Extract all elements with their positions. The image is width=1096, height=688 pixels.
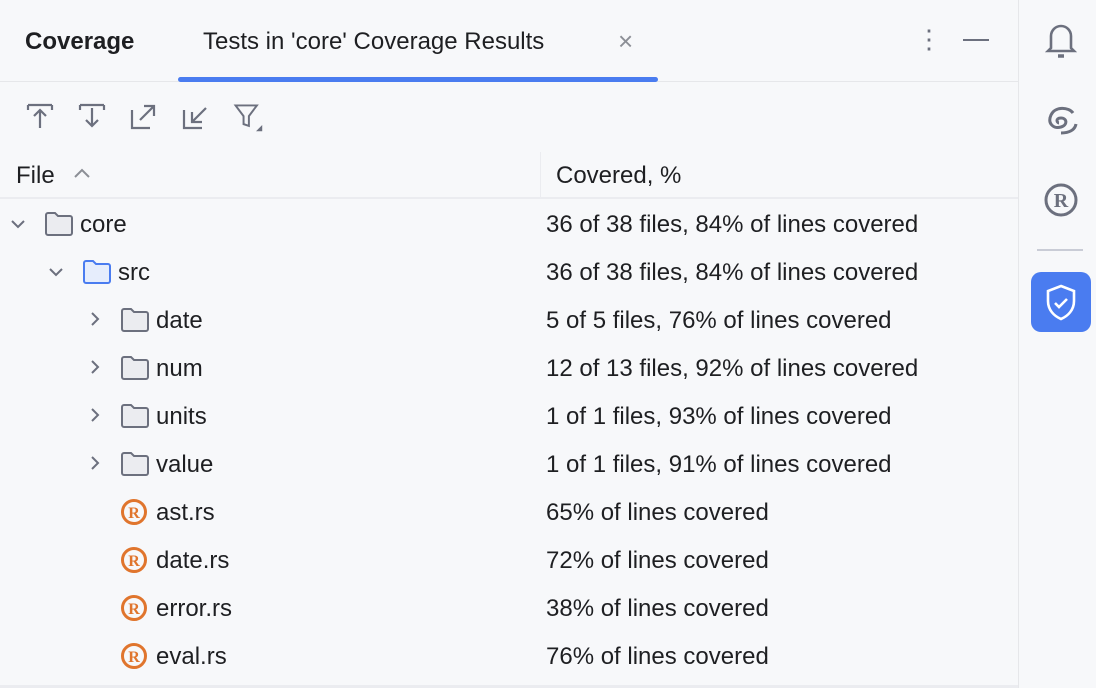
- chevron-down-icon[interactable]: [47, 262, 65, 280]
- sort-ascending-icon[interactable]: [72, 164, 92, 184]
- folder-icon: [121, 308, 149, 332]
- chevron-right-icon[interactable]: [85, 406, 103, 424]
- tree-row[interactable]: num 12 of 13 files, 92% of lines covered: [0, 344, 1018, 392]
- panel-title: Coverage: [25, 28, 135, 55]
- file-name: units: [156, 403, 207, 430]
- rust-icon[interactable]: R: [1031, 170, 1091, 230]
- file-name: date: [156, 307, 203, 334]
- coverage-value: 72% of lines covered: [546, 547, 769, 574]
- tab-underline: [178, 77, 658, 82]
- folder-icon: [121, 356, 149, 380]
- chevron-right-icon[interactable]: [85, 454, 103, 472]
- folder-icon: [83, 260, 111, 284]
- svg-text:R: R: [128, 601, 140, 618]
- tree-row[interactable]: date 5 of 5 files, 76% of lines covered: [0, 296, 1018, 344]
- tree-row[interactable]: value 1 of 1 files, 91% of lines covered: [0, 440, 1018, 488]
- svg-text:R: R: [128, 505, 140, 522]
- file-name: eval.rs: [156, 643, 227, 670]
- svg-text:R: R: [128, 649, 140, 666]
- minimize-icon[interactable]: [963, 39, 989, 41]
- close-icon[interactable]: ×: [618, 26, 634, 56]
- svg-text:R: R: [1054, 190, 1069, 212]
- column-header-file[interactable]: File: [16, 162, 55, 189]
- chevron-right-icon[interactable]: [85, 310, 103, 328]
- coverage-value: 38% of lines covered: [546, 595, 769, 622]
- tree-row[interactable]: src 36 of 38 files, 84% of lines covered: [0, 248, 1018, 296]
- coverage-value: 1 of 1 files, 93% of lines covered: [546, 403, 892, 430]
- collapse-icon[interactable]: [180, 100, 212, 134]
- coverage-shield-icon[interactable]: [1031, 272, 1091, 332]
- file-name: value: [156, 451, 214, 478]
- filter-icon[interactable]: [232, 100, 264, 134]
- file-name: src: [118, 259, 150, 286]
- coverage-value: 12 of 13 files, 92% of lines covered: [546, 355, 919, 382]
- rust-file-icon: R: [121, 595, 147, 621]
- file-name: core: [80, 211, 127, 238]
- file-name: error.rs: [156, 595, 233, 622]
- coverage-value: 5 of 5 files, 76% of lines covered: [546, 307, 892, 334]
- column-divider[interactable]: [540, 152, 541, 199]
- tree-row[interactable]: core 36 of 38 files, 84% of lines covered: [0, 200, 1018, 248]
- chevron-down-icon[interactable]: [9, 214, 27, 232]
- tree-row[interactable]: units 1 of 1 files, 93% of lines covered: [0, 392, 1018, 440]
- file-name: date.rs: [156, 547, 230, 574]
- folder-icon: [121, 452, 149, 476]
- file-name: num: [156, 355, 203, 382]
- import-icon[interactable]: [24, 100, 56, 134]
- tab-label: Tests in 'core' Coverage Results: [203, 28, 545, 55]
- strip-divider: [1037, 249, 1083, 251]
- right-tool-strip: R: [1018, 0, 1096, 688]
- tab-coverage-results[interactable]: Tests in 'core' Coverage Results ×: [178, 0, 658, 82]
- rust-file-icon: R: [121, 643, 147, 669]
- column-header-covered[interactable]: Covered, %: [556, 162, 682, 189]
- table-header: File Covered, %: [0, 152, 1018, 199]
- folder-icon: [45, 212, 73, 236]
- export-icon[interactable]: [76, 100, 108, 134]
- folder-icon: [121, 404, 149, 428]
- bell-icon[interactable]: [1031, 10, 1091, 70]
- spiral-icon[interactable]: [1031, 90, 1091, 150]
- expand-icon[interactable]: [128, 100, 160, 134]
- coverage-value: 76% of lines covered: [546, 643, 769, 670]
- chevron-right-icon[interactable]: [85, 358, 103, 376]
- coverage-value: 36 of 38 files, 84% of lines covered: [546, 259, 919, 286]
- rust-file-icon: R: [121, 499, 147, 525]
- svg-text:R: R: [128, 553, 140, 570]
- coverage-value: 36 of 38 files, 84% of lines covered: [546, 211, 919, 238]
- rust-file-icon: R: [121, 547, 147, 573]
- more-options-icon[interactable]: ⋮: [916, 24, 942, 54]
- coverage-value: 65% of lines covered: [546, 499, 769, 526]
- coverage-value: 1 of 1 files, 91% of lines covered: [546, 451, 892, 478]
- bottom-divider: [0, 685, 1018, 688]
- file-name: ast.rs: [156, 499, 215, 526]
- tab-bar: Coverage Tests in 'core' Coverage Result…: [0, 0, 1018, 82]
